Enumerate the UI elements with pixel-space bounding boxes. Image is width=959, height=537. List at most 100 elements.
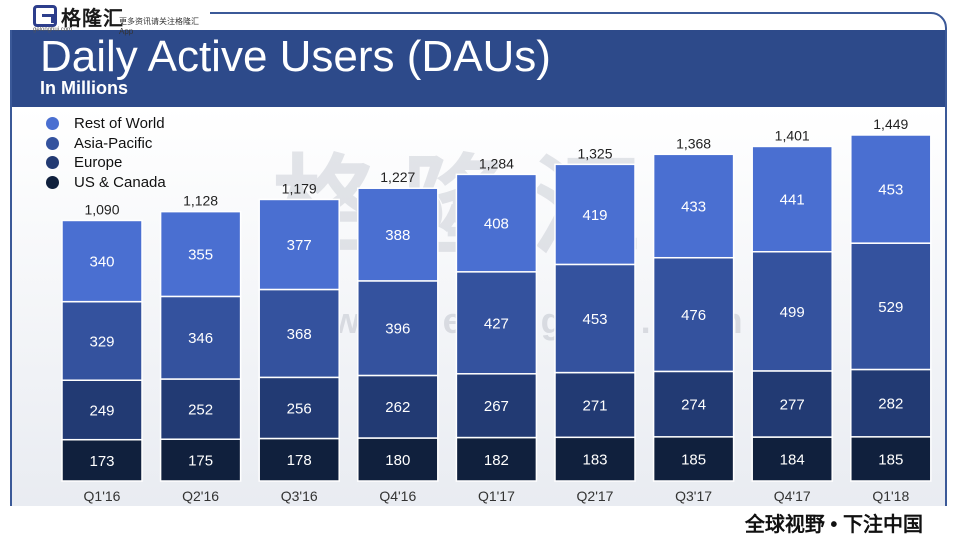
segment-value-label: 340 [89,254,114,271]
bar-segment-europe [258,376,340,440]
bar-segment-europe [554,371,636,439]
bar-total-label: 1,090 [84,201,119,217]
bar-segment-rest-of-world [61,219,143,303]
footer-bar [0,506,959,536]
legend-item-europe: Europe [46,153,166,173]
bar-total-label: 1,401 [775,127,810,143]
bar-segment-us-canada [751,436,833,482]
segment-value-label: 274 [681,397,706,414]
segment-value-label: 453 [878,182,903,199]
legend-label: Rest of World [74,115,165,133]
segment-value-label: 256 [287,400,312,417]
legend-swatch-us-canada [46,175,59,189]
segment-value-label: 388 [385,227,410,244]
bar-segment-europe [850,368,932,438]
x-tick-label: Q3'16 [281,488,318,504]
bar-total-label: 1,449 [873,116,908,132]
bar-segment-europe [455,373,538,439]
segment-value-label: 180 [385,452,410,469]
legend-item-asia-pacific: Asia-Pacific [46,134,166,154]
chart-title: Daily Active Users (DAUs) [40,32,551,81]
bar-segment-us-canada [159,438,242,482]
segment-value-label: 183 [582,452,607,469]
bar-segment-us-canada [357,437,439,482]
bar-segment-asia-pacific [554,263,636,374]
legend-label: Europe [74,154,123,172]
bar-total-label: 1,325 [577,145,612,161]
bar-segment-us-canada [652,436,735,482]
bar-segment-europe [159,378,242,440]
x-tick-label: Q1'18 [872,488,909,504]
x-tick-label: Q4'16 [379,488,416,504]
bar-segment-asia-pacific [652,256,735,373]
segment-value-label: 377 [287,237,312,254]
bar-segment-asia-pacific [258,288,340,379]
segment-value-label: 249 [89,402,114,419]
legend: Rest of World Asia-Pacific Europe US & C… [46,114,166,192]
logo-tagline: 更多资讯请关注格隆汇App [119,17,199,36]
segment-value-label: 271 [582,397,607,414]
segment-value-label: 184 [780,452,805,469]
bar-segment-asia-pacific [159,295,242,380]
bar-segment-europe [751,370,833,438]
legend-label: US & Canada [74,173,166,191]
legend-item-us-canada: US & Canada [46,173,166,193]
bar-total-label: 1,128 [183,193,218,209]
legend-item-rest-of-world: Rest of World [46,114,166,134]
legend-swatch-asia-pacific [46,136,59,150]
bar-segment-europe [357,374,439,439]
bar-segment-rest-of-world [652,153,735,259]
segment-value-label: 368 [287,326,312,343]
segment-value-label: 175 [188,453,213,470]
segment-value-label: 185 [878,451,903,468]
segment-value-label: 182 [484,452,509,469]
bar-segment-us-canada [850,436,932,482]
bar-segment-europe [652,370,735,438]
x-tick-label: Q2'17 [577,488,614,504]
x-tick-label: Q1'17 [478,488,515,504]
slogan: 全球视野 • 下注中国 [744,514,923,536]
segment-value-label: 419 [582,207,607,224]
segment-value-label: 329 [89,333,114,350]
segment-value-label: 499 [780,304,805,321]
chart-subtitle: In Millions [40,78,128,98]
bar-segment-rest-of-world [258,198,340,291]
segment-value-label: 529 [878,299,903,316]
segment-value-label: 277 [780,396,805,413]
segment-value-label: 178 [287,452,312,469]
bar-segment-asia-pacific [357,280,439,377]
legend-swatch-rest-of-world [46,117,59,131]
bar-total-label: 1,227 [380,169,415,185]
segment-value-label: 433 [681,199,706,216]
bar-segment-us-canada [455,436,538,482]
segment-value-label: 476 [681,307,706,324]
header-banner: Daily Active Users (DAUs) In Millions [12,30,945,107]
x-tick-label: Q3'17 [675,488,712,504]
x-tick-label: Q1'16 [84,488,121,504]
legend-label: Asia-Pacific [74,134,153,152]
legend-swatch-europe [46,156,59,170]
segment-value-label: 282 [878,396,903,413]
bar-total-label: 1,179 [282,180,317,196]
segment-value-label: 185 [681,451,706,468]
segment-value-label: 453 [582,311,607,328]
bar-segment-asia-pacific [751,251,833,372]
segment-value-label: 252 [188,402,213,419]
bar-segment-rest-of-world [554,163,636,266]
segment-value-label: 441 [780,192,805,209]
bar-segment-rest-of-world [455,173,538,273]
bar-segment-rest-of-world [357,187,439,282]
logo-name: 格隆汇 [61,8,124,30]
x-tick-label: Q2'16 [182,488,219,504]
segment-value-label: 346 [188,330,213,347]
bar-total-label: 1,368 [676,135,711,151]
logo-block: 格隆汇 gelonghui.com 更多资讯请关注格隆汇App [0,0,210,36]
segment-value-label: 262 [385,399,410,416]
bar-segment-rest-of-world [850,134,932,244]
bar-segment-us-canada [258,437,340,482]
bar-segment-rest-of-world [159,210,242,298]
segment-value-label: 408 [484,216,509,233]
logo-g-icon [33,5,57,27]
segment-value-label: 173 [89,453,114,470]
